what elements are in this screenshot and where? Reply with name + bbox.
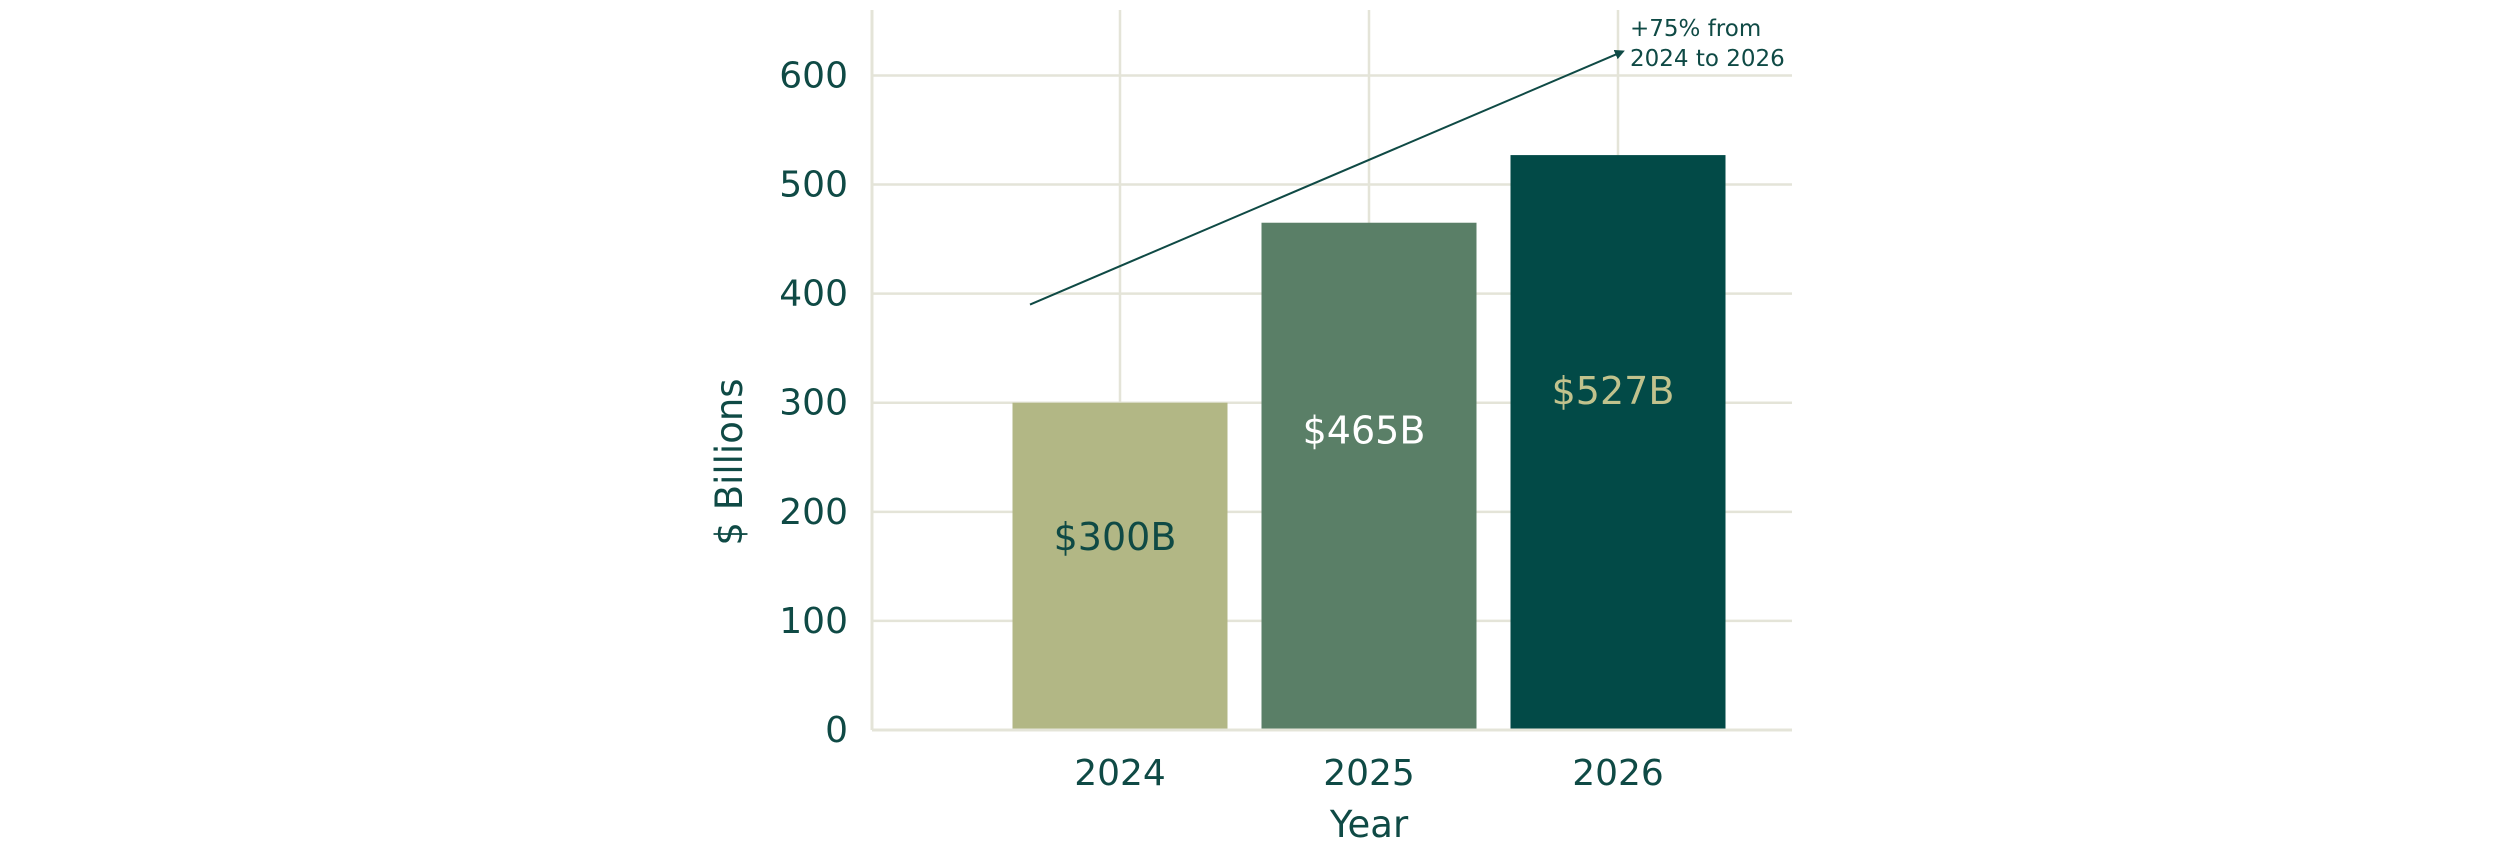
x-tick-label: 2025 [1323, 753, 1415, 794]
bar-2026 [1510, 155, 1726, 730]
bar-2025 [1261, 222, 1477, 730]
labels: 0 100 200 300 400 500 600 $300B 2024 $465B 2025 $52… [779, 55, 1674, 794]
y-tick-label: 600 [779, 55, 848, 96]
bar-2024 [1012, 402, 1228, 730]
bars [1012, 155, 1726, 730]
annotation-text: +75% from [1630, 16, 1761, 42]
x-tick-label: 2024 [1074, 753, 1166, 794]
y-tick-label: 0 [825, 710, 848, 751]
y-tick-label: 300 [779, 383, 848, 424]
annotation-text: 2024 to 2026 [1630, 46, 1785, 72]
y-axis-title: $ Billions [708, 378, 751, 545]
y-tick-label: 100 [779, 601, 848, 642]
y-tick-label: 400 [779, 274, 848, 315]
bar-data-label: $300B [1054, 515, 1177, 559]
y-tick-label: 500 [779, 165, 848, 206]
y-tick-label: 200 [779, 492, 848, 533]
axes [870, 10, 1792, 732]
bar-data-label: $527B [1552, 369, 1675, 413]
x-axis-title: Year [1329, 803, 1409, 846]
growth-annotation: +75% from 2024 to 2026 [1029, 16, 1785, 306]
x-tick-label: 2026 [1572, 753, 1664, 794]
annotation-arrow [1029, 49, 1625, 306]
bar-data-label: $465B [1303, 409, 1426, 453]
